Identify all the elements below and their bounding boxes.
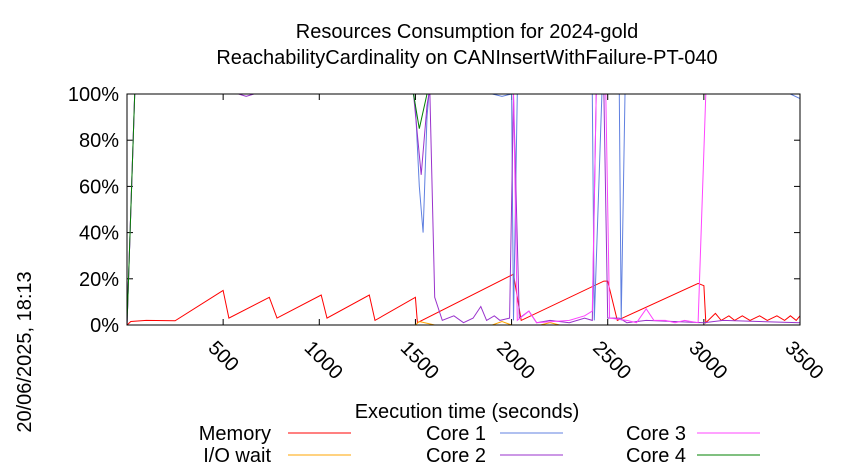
y-tick-label: 100% [68,84,119,106]
y-tick-label: 80% [79,130,119,152]
legend-label: Core 2 [426,445,486,467]
timestamp-label: 20/06/2025, 18:13 [14,271,36,432]
series-line-core-3 [126,93,800,326]
x-tick-label: 1500 [396,337,443,384]
x-tick-label: 3000 [684,337,731,384]
y-tick-label: 60% [79,176,119,198]
plot-area: 0% 20% 40% 60% 80% 100% 500 1000 1500 2000 2500 300… [68,84,828,384]
legend-label: Core 4 [626,445,686,467]
series-line-core-2 [126,93,801,326]
series-line-i-o-wait [127,320,800,326]
legend-label: Core 1 [426,423,486,445]
legend-label: I/O wait [203,445,271,467]
x-tick-label: 1000 [300,337,347,384]
x-tick-label: 2000 [492,337,539,384]
y-tick-label: 0% [90,315,119,337]
series-line-memory [126,273,801,326]
y-tick-label: 20% [79,269,119,291]
x-axis-label: Execution time (seconds) [355,401,580,423]
x-tick-label: 3500 [780,337,827,384]
x-tick-label: 500 [204,337,243,376]
chart-title: Resources Consumption for 2024-gold [296,21,638,43]
y-tick-label: 40% [79,223,119,245]
x-tick-label: 2500 [588,337,635,384]
plot-frame [126,93,801,326]
chart-subtitle: ReachabilityCardinality on CANInsertWith… [216,47,717,69]
legend-label: Core 3 [626,423,686,445]
legend-label: Memory [199,423,271,445]
